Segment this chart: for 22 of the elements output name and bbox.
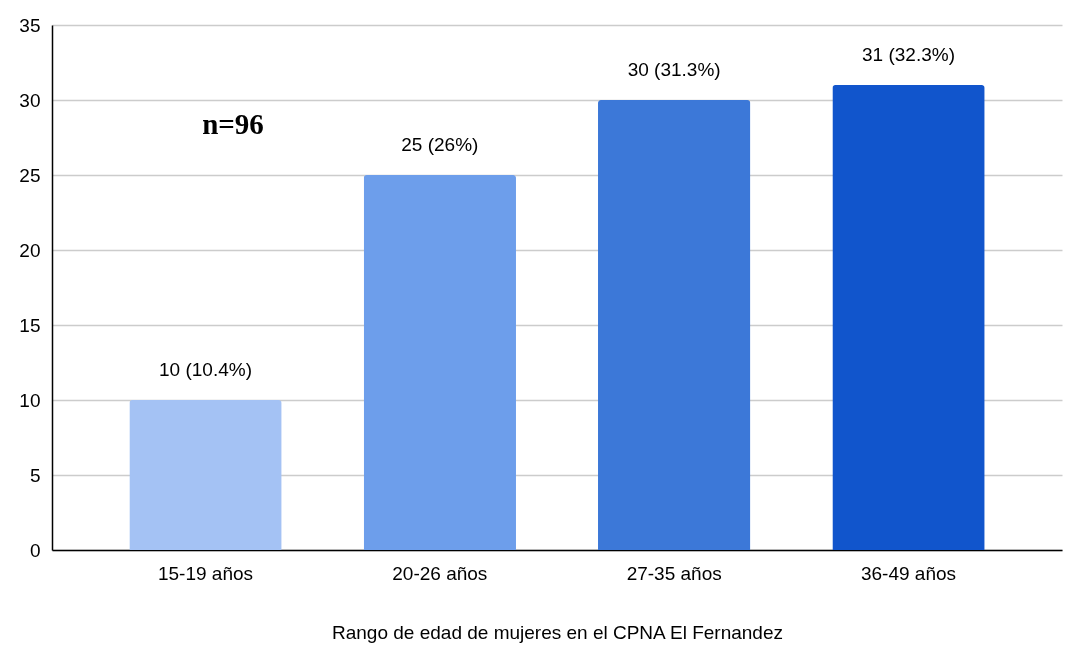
x-tick-label: 27-35 años xyxy=(626,562,722,584)
x-axis-title: Rango de edad de mujeres en el CPNA El Fernandez xyxy=(332,621,783,643)
data-label: 25 (26%) xyxy=(401,134,479,155)
x-tick-label: 15-19 años xyxy=(157,562,254,584)
data-label: 31 (32.3%) xyxy=(862,44,955,65)
y-tick-label: 5 xyxy=(29,464,41,486)
y-tick-label: 0 xyxy=(29,539,41,561)
bar xyxy=(832,85,985,550)
bar xyxy=(129,400,282,550)
y-tick-label: 10 xyxy=(19,389,41,411)
y-tick-label: 20 xyxy=(19,239,41,261)
y-tick-label: 25 xyxy=(19,164,41,186)
data-label: 10 (10.4%) xyxy=(159,359,252,380)
data-label: 30 (31.3%) xyxy=(627,59,721,80)
y-tick-label: 15 xyxy=(19,314,41,336)
x-tick-label: 20-26 años xyxy=(392,562,488,584)
bar xyxy=(363,175,516,550)
x-tick-label: 36-49 años xyxy=(860,562,957,584)
y-tick-label: 35 xyxy=(19,14,41,36)
annotation: n=96 xyxy=(202,108,264,140)
bar xyxy=(598,100,751,550)
y-tick-label: 30 xyxy=(19,89,41,111)
